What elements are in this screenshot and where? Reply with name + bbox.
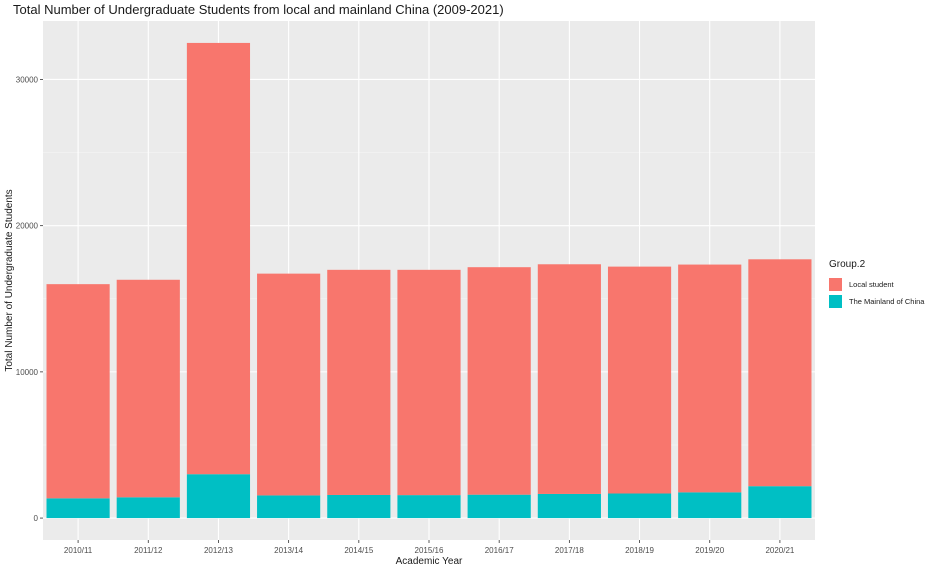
bar-mainland — [678, 492, 742, 519]
bar-local — [397, 269, 461, 496]
legend-label-mainland: The Mainland of China — [849, 297, 925, 306]
bar-mainland — [327, 494, 391, 519]
x-axis-title: Academic Year — [396, 556, 463, 567]
bar-mainland — [397, 495, 461, 519]
legend-key-local — [829, 278, 842, 291]
bar-local — [257, 273, 321, 496]
x-tick-label: 2020/21 — [765, 546, 794, 555]
bar-local — [748, 259, 812, 487]
bar-local — [537, 264, 601, 494]
bar-local — [327, 269, 391, 495]
y-tick-label: 10000 — [16, 368, 39, 377]
y-tick-label: 20000 — [16, 222, 39, 231]
y-tick-label: 30000 — [16, 75, 39, 84]
y-tick-label: 0 — [34, 514, 39, 523]
bars-layer — [46, 42, 812, 519]
legend: Group.2 Local student The Mainland of Ch… — [829, 259, 924, 310]
x-tick-label: 2011/12 — [134, 546, 163, 555]
bar-mainland — [748, 486, 812, 519]
legend-item-local: Local student — [829, 276, 924, 293]
bar-mainland — [46, 498, 110, 519]
x-tick-label: 2014/15 — [344, 546, 373, 555]
bar-mainland — [257, 495, 321, 519]
bar-local — [46, 284, 110, 499]
axis-layer: 0 10000 20000 30000 2010/11 2011/12 2012/13 201… — [16, 75, 795, 555]
legend-title: Group.2 — [829, 259, 866, 270]
bar-mainland — [537, 493, 601, 519]
x-tick-label: 2019/20 — [695, 546, 724, 555]
bar-local — [467, 267, 531, 495]
y-axis-title: Total Number of Undergraduate Students — [4, 189, 15, 371]
x-tick-label: 2012/13 — [204, 546, 233, 555]
legend-key-mainland — [829, 295, 842, 308]
bar-mainland — [607, 493, 672, 519]
bar-local — [116, 279, 180, 498]
bar-mainland — [116, 497, 180, 519]
x-tick-label: 2010/11 — [64, 546, 93, 555]
bar-local — [186, 42, 251, 475]
legend-label-local: Local student — [849, 280, 894, 289]
x-tick-label: 2016/17 — [485, 546, 514, 555]
bar-mainland — [467, 494, 531, 519]
x-tick-label: 2017/18 — [555, 546, 584, 555]
chart-title: Total Number of Undergraduate Students f… — [13, 2, 504, 17]
legend-item-mainland: The Mainland of China — [829, 293, 924, 310]
x-tick-label: 2015/16 — [415, 546, 444, 555]
bar-mainland — [186, 474, 251, 519]
x-tick-label: 2013/14 — [274, 546, 303, 555]
bar-local — [607, 266, 672, 494]
x-tick-label: 2018/19 — [625, 546, 654, 555]
bar-local — [678, 264, 742, 493]
